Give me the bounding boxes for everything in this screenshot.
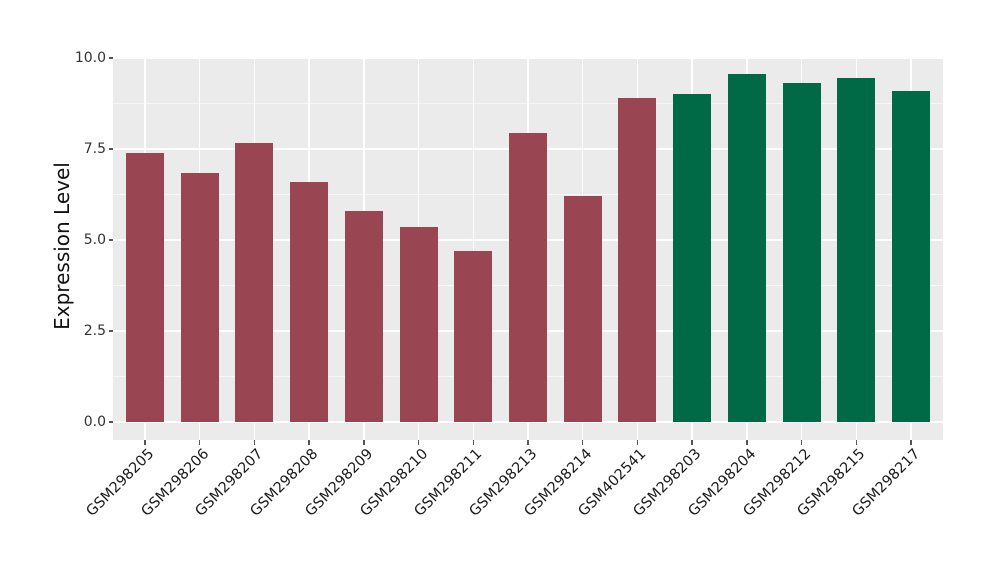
bar-GSM298214 xyxy=(563,196,602,422)
y-tick-label: 10.0 xyxy=(74,50,106,66)
x-tick-mark xyxy=(253,440,256,445)
y-tick-label: 5.0 xyxy=(83,231,106,248)
x-tick-mark xyxy=(910,440,912,445)
x-tick-mark xyxy=(636,440,639,445)
y-tick-label: 2.5 xyxy=(83,322,106,339)
y-tick-mark xyxy=(108,239,113,241)
bar-GSM298210 xyxy=(399,227,438,422)
y-tick-label: 7.5 xyxy=(83,140,106,157)
x-tick-mark xyxy=(691,440,693,445)
bar-GSM298207 xyxy=(235,143,274,422)
x-tick-mark xyxy=(800,440,803,445)
x-tick-mark xyxy=(855,440,858,445)
bar-GSM298209 xyxy=(344,210,383,422)
y-tick-mark xyxy=(108,330,113,332)
bar-GSM298211 xyxy=(454,250,493,422)
bar-GSM298204 xyxy=(727,74,766,422)
bar-GSM298217 xyxy=(891,90,930,422)
bar-GSM298203 xyxy=(673,94,712,422)
x-tick-mark xyxy=(308,440,310,445)
x-tick-mark xyxy=(417,440,420,445)
bar-GSM298208 xyxy=(290,181,329,422)
x-tick-mark xyxy=(746,440,748,445)
x-tick-mark xyxy=(144,440,146,445)
x-tick-mark xyxy=(527,440,529,445)
x-tick-mark xyxy=(472,440,475,445)
y-tick-mark xyxy=(108,148,113,150)
x-tick-mark xyxy=(363,440,365,445)
bar-GSM298212 xyxy=(782,83,821,422)
bar-GSM298215 xyxy=(837,78,876,422)
x-tick-mark xyxy=(581,440,584,445)
bar-GSM298213 xyxy=(508,132,547,422)
plot-panel xyxy=(113,58,943,440)
y-tick-mark xyxy=(108,421,113,423)
x-tick-mark xyxy=(198,440,201,445)
y-tick-label: 0.0 xyxy=(83,413,106,430)
bar-GSM298206 xyxy=(180,172,219,422)
vertical-gridline xyxy=(472,58,475,440)
y-tick-mark xyxy=(108,57,113,59)
bar-GSM298205 xyxy=(126,152,164,422)
bar-GSM402541 xyxy=(618,98,657,422)
